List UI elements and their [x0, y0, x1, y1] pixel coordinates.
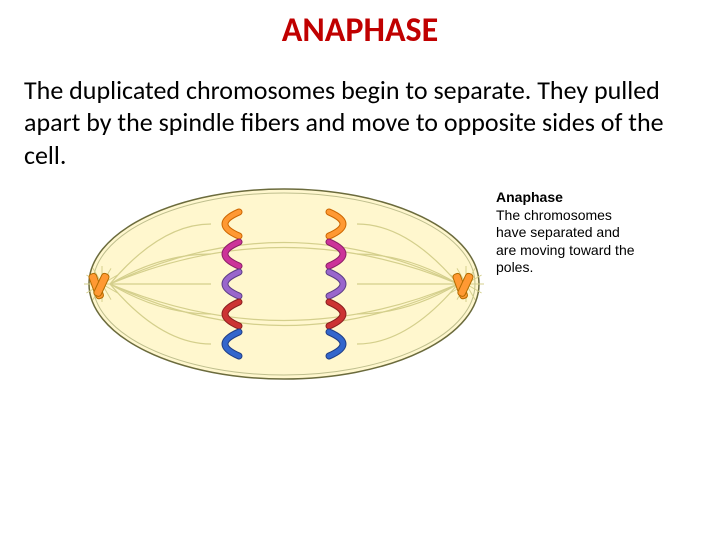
page-title: ANAPHASE — [0, 10, 720, 51]
figure-caption: Anaphase The chromosomes have separated … — [496, 189, 636, 277]
anaphase-diagram — [84, 179, 484, 389]
figure-container: Anaphase The chromosomes have separated … — [0, 179, 720, 389]
caption-text: The chromosomes have separated and are m… — [496, 207, 636, 277]
body-paragraph: The duplicated chromosomes begin to sepa… — [24, 74, 696, 172]
caption-title: Anaphase — [496, 189, 636, 207]
